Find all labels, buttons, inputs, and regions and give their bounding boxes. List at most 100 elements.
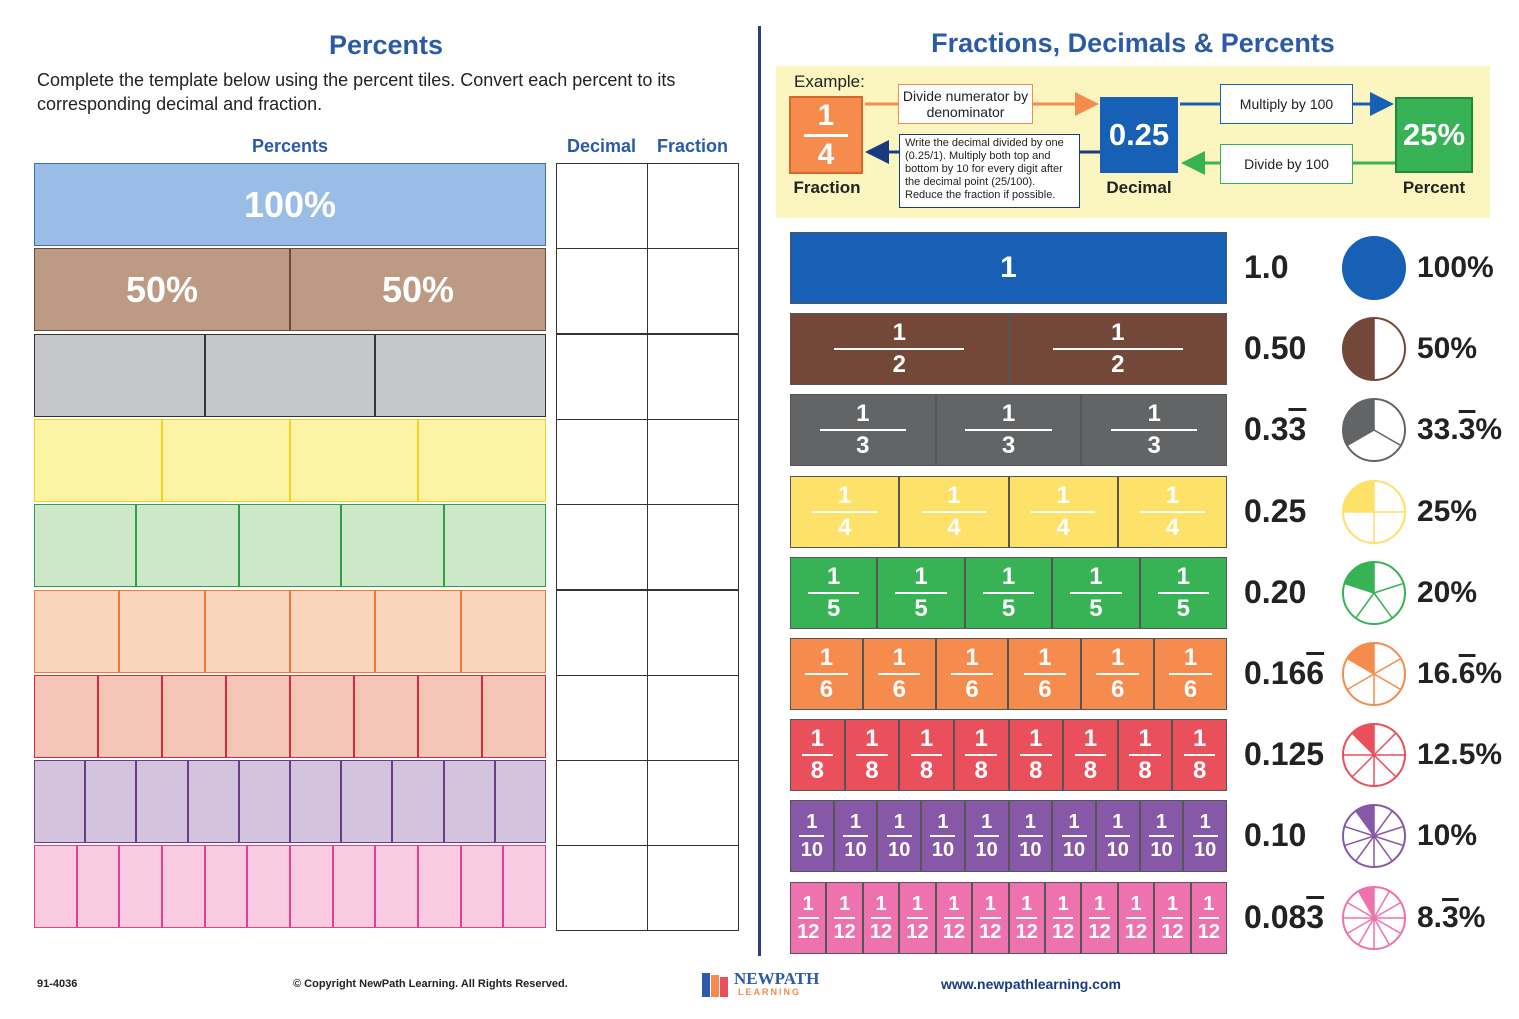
- step-divide100-box: Divide by 100: [1220, 144, 1353, 184]
- pie-chart-icon: [1342, 642, 1406, 706]
- percent-tile-slot[interactable]: 50%: [34, 248, 290, 332]
- decimal-answer-box[interactable]: [556, 333, 648, 420]
- percent-tile-slot[interactable]: [494, 760, 547, 844]
- fraction-denominator: 6: [1038, 676, 1052, 703]
- fraction-denominator: 5: [1001, 594, 1016, 622]
- fraction-bar: [1140, 510, 1205, 513]
- percent-tile-slot[interactable]: [332, 845, 376, 929]
- percent-tile-slot[interactable]: [443, 504, 547, 588]
- percent-tile-slot[interactable]: [34, 845, 77, 929]
- percent-tile-slot[interactable]: [34, 333, 205, 417]
- percent-tile-slot[interactable]: [119, 845, 163, 929]
- decimal-answer-box[interactable]: [556, 845, 648, 932]
- decimal-answer-box[interactable]: [556, 760, 648, 847]
- fraction-answer-box[interactable]: [647, 333, 739, 420]
- percent-tile-slot[interactable]: [418, 845, 461, 929]
- percent-tile-slot[interactable]: [136, 504, 239, 588]
- fraction-denominator: 8: [1138, 757, 1152, 785]
- value-main: 16.: [1417, 657, 1459, 690]
- pie-divider: [1351, 754, 1375, 778]
- percent-tile-slot[interactable]: [162, 845, 205, 929]
- percent-tile-slot[interactable]: [354, 674, 418, 758]
- pie-slice: [1347, 643, 1374, 674]
- pie-divider: [1344, 835, 1375, 847]
- fraction-answer-box[interactable]: [647, 760, 739, 847]
- col-header-percents: Percents: [251, 136, 329, 156]
- percent-tile-slot[interactable]: [460, 845, 504, 929]
- percent-tile-slot[interactable]: [119, 589, 205, 673]
- value-suffix: %: [1475, 657, 1503, 690]
- decimal-answer-box[interactable]: [556, 248, 648, 335]
- percent-tile-slot[interactable]: 50%: [290, 248, 546, 332]
- percent-tile-slot[interactable]: [226, 674, 290, 758]
- percent-tile-slot[interactable]: [34, 504, 137, 588]
- repeating-digit: 3: [1442, 900, 1459, 934]
- percent-tile-slot[interactable]: [290, 418, 418, 502]
- fraction-denominator: 12: [797, 920, 820, 943]
- percent-tile-slot[interactable]: [247, 845, 291, 929]
- book-logo-icon: [702, 973, 728, 997]
- percent-tile-slot[interactable]: [290, 674, 354, 758]
- percent-tile-slot[interactable]: [204, 845, 248, 929]
- percent-tile-slot[interactable]: [443, 760, 495, 844]
- percent-tile-slot[interactable]: [460, 589, 546, 673]
- percent-tile-slot[interactable]: [162, 674, 226, 758]
- fraction-answer-box[interactable]: [647, 248, 739, 335]
- percent-tile-slot[interactable]: [204, 589, 290, 673]
- percent-tile-slot[interactable]: [341, 504, 444, 588]
- decimal-answer-box[interactable]: [556, 674, 648, 761]
- percent-tile-slot[interactable]: [34, 760, 86, 844]
- fraction-numerator: 1: [965, 644, 979, 671]
- decimal-answer-box[interactable]: [556, 418, 648, 505]
- percent-tile-slot[interactable]: [503, 845, 547, 929]
- percent-tile-slot[interactable]: [341, 760, 393, 844]
- fraction-answer-box[interactable]: [647, 418, 739, 505]
- fraction-answer-box[interactable]: [647, 845, 739, 932]
- percent-tile-slot[interactable]: [34, 589, 120, 673]
- fraction-answer-box[interactable]: [647, 589, 739, 676]
- percent-tile-slot[interactable]: [375, 589, 461, 673]
- percent-tile-slot[interactable]: [34, 418, 162, 502]
- pie-chart-icon: [1342, 885, 1406, 950]
- percent-tile-slot[interactable]: [418, 418, 546, 502]
- footer-copyright: © Copyright NewPath Learning. All Rights…: [293, 978, 568, 990]
- value-main: 0.16: [1244, 655, 1307, 691]
- footer-website[interactable]: www.newpathlearning.com: [941, 976, 1121, 992]
- value-main: 0.3: [1244, 411, 1289, 448]
- fraction-answer-box[interactable]: [647, 163, 739, 249]
- fraction-denominator: 10: [1150, 839, 1173, 862]
- fraction-denominator: 3: [1001, 432, 1016, 460]
- percent-tile-slot[interactable]: 100%: [34, 163, 546, 246]
- decimal-answer-box[interactable]: [556, 163, 648, 249]
- percent-tile-slot[interactable]: [289, 589, 376, 673]
- fraction-denominator: 8: [919, 757, 934, 785]
- decimal-answer-box[interactable]: [556, 504, 648, 591]
- percent-tile-slot[interactable]: [392, 760, 444, 844]
- fraction-denominator: 6: [965, 676, 979, 703]
- percent-tile-slot[interactable]: [238, 760, 291, 844]
- percent-tile-slot[interactable]: [238, 504, 342, 588]
- percent-tile-slot[interactable]: [85, 760, 137, 844]
- percent-tile-slot[interactable]: [34, 674, 98, 758]
- pie-divider: [1373, 916, 1402, 934]
- percent-tile-slot[interactable]: [187, 760, 239, 844]
- percent-tile-slot[interactable]: [375, 845, 419, 929]
- percent-tile-slot[interactable]: [290, 760, 342, 844]
- percent-tile-slot[interactable]: [290, 845, 333, 929]
- decimal-answer-box[interactable]: [556, 589, 648, 676]
- percent-tile-slot[interactable]: [482, 674, 546, 758]
- fraction-numerator: 1: [1029, 725, 1043, 753]
- percent-tile-slot[interactable]: [98, 674, 162, 758]
- fraction-answer-box[interactable]: [647, 504, 739, 591]
- percent-tile-slot[interactable]: [375, 333, 547, 417]
- percent-tile-slot[interactable]: [418, 674, 482, 758]
- fraction-answer-box[interactable]: [647, 674, 739, 761]
- percent-tile-slot[interactable]: [76, 845, 120, 929]
- percent-tile-slot[interactable]: [162, 418, 290, 502]
- pie-divider: [1373, 657, 1402, 675]
- value-main: 8.: [1417, 900, 1443, 934]
- percent-tile-slot[interactable]: [136, 760, 188, 844]
- percent-tile-slot[interactable]: [204, 333, 376, 417]
